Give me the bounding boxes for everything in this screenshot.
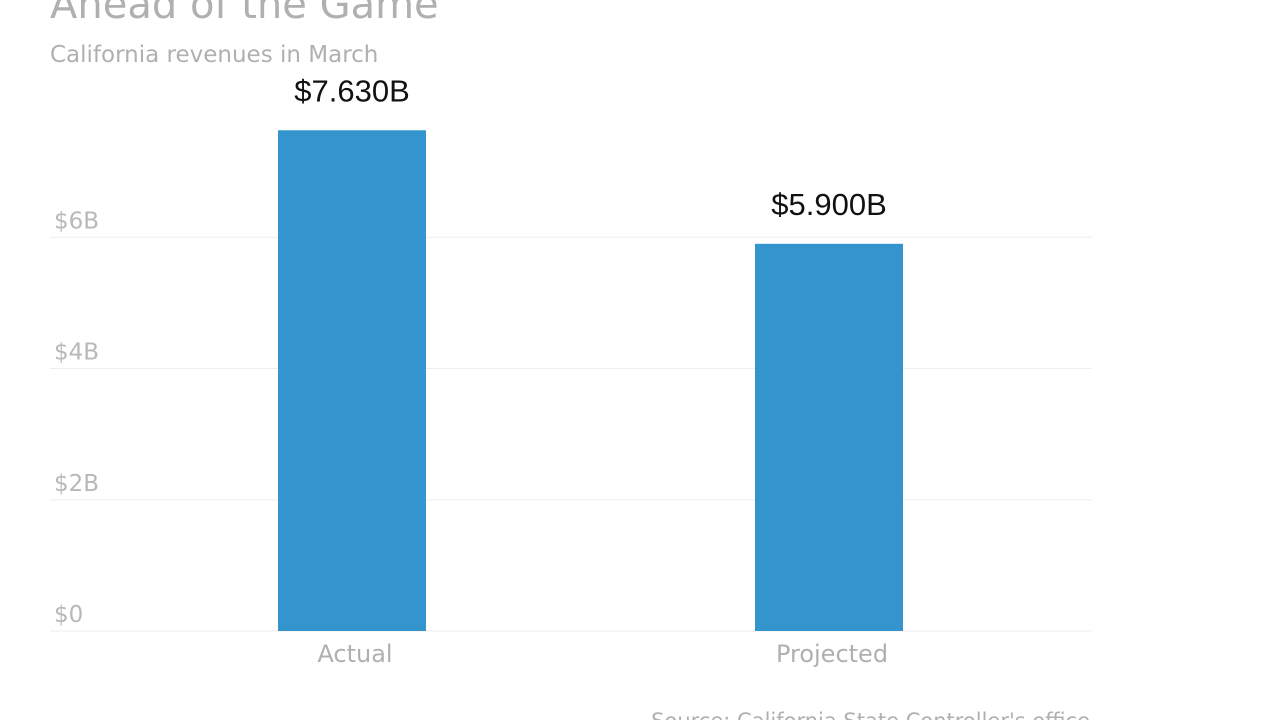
bar xyxy=(755,243,903,631)
source: Source: California State Controller's of… xyxy=(651,709,1090,720)
y-tick-label: $4B xyxy=(54,340,99,366)
chart-subtitle: California revenues in March xyxy=(50,42,378,68)
bar xyxy=(278,130,426,631)
value-label: $5.900B xyxy=(771,187,887,222)
y-tick-label: $0 xyxy=(54,602,83,628)
x-tick-label: Projected xyxy=(776,640,888,668)
y-tick-label: $6B xyxy=(54,208,99,234)
y-tick-label: $2B xyxy=(54,471,99,497)
chart-title: Ahead of the Game xyxy=(50,0,439,28)
value-label: $7.630B xyxy=(294,73,410,108)
x-tick-label: Actual xyxy=(317,640,392,668)
